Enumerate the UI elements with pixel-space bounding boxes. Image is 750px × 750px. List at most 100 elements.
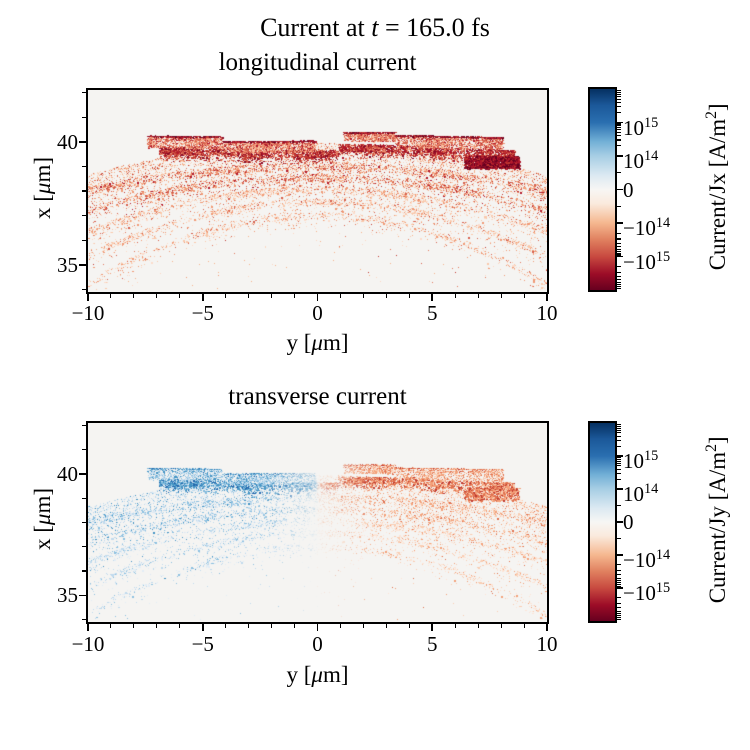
x-minor-tick — [523, 294, 525, 298]
colorbar-minor-tick — [617, 597, 621, 599]
y-major-tick — [79, 140, 86, 143]
colorbar-tick-label: −1014 — [623, 547, 671, 572]
y-major-tick — [79, 473, 86, 475]
x-minor-tick — [294, 624, 296, 628]
x-minor-tick — [179, 294, 181, 298]
colorbar-minor-tick — [617, 271, 621, 274]
x-minor-tick — [110, 624, 112, 628]
y-major-tick — [79, 594, 86, 597]
x-minor-tick — [339, 624, 341, 628]
colorbar-minor-tick — [617, 93, 621, 95]
colorbar-major-tick — [617, 222, 623, 224]
x-minor-tick — [385, 624, 387, 628]
y-minor-tick — [82, 497, 86, 499]
x-minor-tick — [362, 294, 364, 298]
colorbar-minor-tick — [617, 585, 621, 588]
x-minor-tick — [408, 294, 410, 298]
colorbar-minor-tick — [617, 570, 621, 572]
x-major-tick — [546, 294, 548, 301]
colorbar-minor-tick — [617, 435, 621, 437]
x-major-tick — [546, 624, 548, 631]
colorbar-minor-tick — [617, 123, 621, 125]
x-minor-tick — [271, 624, 273, 628]
x-minor-tick — [385, 294, 387, 298]
y-minor-tick — [82, 288, 86, 291]
x-major-tick — [87, 624, 89, 631]
colorbar-tick-label: 0 — [623, 510, 634, 534]
figure-title-var: t — [371, 13, 379, 42]
colorbar-tick-label: 1015 — [623, 448, 659, 473]
colorbar-minor-tick — [617, 125, 621, 127]
colorbar-minor-tick — [617, 91, 621, 93]
longitudinal-scatter-canvas — [88, 90, 547, 292]
x-minor-tick — [179, 624, 181, 628]
x-minor-tick — [523, 624, 525, 628]
figure-title-pre: Current at — [260, 13, 372, 42]
panel2-title: transverse current — [228, 383, 407, 410]
colorbar-minor-tick — [617, 580, 621, 582]
colorbar-tick-label: 1014 — [623, 148, 659, 173]
colorbar-minor-tick — [617, 537, 621, 540]
colorbar-minor-tick — [617, 266, 621, 268]
colorbar-tick-label: 1014 — [623, 481, 659, 506]
colorbar-minor-tick — [617, 582, 621, 584]
colorbar-minor-tick — [617, 456, 621, 459]
colorbar-minor-tick — [617, 135, 621, 137]
colorbar-minor-tick — [617, 248, 621, 250]
panel2-x-axis-label: y [μm] — [286, 662, 349, 687]
colorbar-minor-tick — [617, 286, 621, 288]
colorbar-minor-tick — [617, 439, 621, 441]
y-major-tick — [79, 264, 86, 266]
x-tick-label: −10 — [71, 301, 105, 325]
panel1-colorbar-gradient — [590, 89, 615, 290]
colorbar-minor-tick — [617, 252, 621, 254]
x-major-tick — [201, 294, 204, 301]
colorbar-minor-tick — [617, 98, 621, 100]
x-minor-tick — [110, 294, 112, 298]
y-tick-label: 40 — [57, 129, 78, 154]
panel1-colorbar-frame — [588, 87, 617, 292]
y-tick-label: 35 — [57, 583, 78, 608]
x-major-tick — [431, 294, 434, 301]
colorbar-minor-tick — [617, 101, 621, 103]
colorbar-minor-tick — [617, 613, 621, 615]
x-minor-tick — [408, 624, 410, 628]
colorbar-major-tick — [617, 188, 623, 191]
colorbar-minor-tick — [617, 432, 621, 434]
x-tick-label: 0 — [312, 301, 323, 325]
x-major-tick — [431, 624, 434, 631]
colorbar-tick-label: −1015 — [623, 580, 671, 605]
colorbar-minor-tick — [617, 238, 621, 240]
colorbar-minor-tick — [617, 603, 621, 605]
colorbar-minor-tick — [617, 250, 621, 252]
colorbar-minor-tick — [617, 427, 621, 429]
colorbar-minor-tick — [617, 465, 621, 467]
transverse-scatter-canvas — [88, 423, 547, 622]
y-minor-tick — [82, 91, 86, 93]
panel2-colorbar-gradient — [590, 423, 615, 621]
colorbar-major-tick — [617, 488, 623, 490]
colorbar-minor-tick — [617, 205, 621, 207]
x-minor-tick — [156, 294, 158, 298]
colorbar-minor-tick — [617, 172, 621, 174]
colorbar-minor-tick — [617, 468, 621, 470]
colorbar-minor-tick — [617, 284, 621, 286]
y-tick-label: 35 — [57, 252, 78, 277]
colorbar-major-tick — [617, 255, 623, 258]
panel1-title: longitudinal current — [218, 49, 417, 76]
colorbar-minor-tick — [617, 127, 621, 129]
colorbar-minor-tick — [617, 129, 621, 131]
x-tick-label: −10 — [71, 632, 105, 656]
y-minor-tick — [82, 546, 86, 548]
y-minor-tick — [82, 424, 86, 426]
figure-title: Current at t = 165.0 fs — [0, 13, 750, 43]
colorbar-minor-tick — [617, 429, 621, 431]
colorbar-minor-tick — [617, 472, 621, 474]
colorbar-minor-tick — [617, 564, 621, 566]
colorbar-minor-tick — [617, 89, 621, 92]
colorbar-minor-tick — [617, 425, 621, 427]
panel1-plot-frame — [86, 88, 549, 294]
y-minor-tick — [82, 521, 86, 524]
panel2-colorbar-frame — [588, 421, 617, 623]
